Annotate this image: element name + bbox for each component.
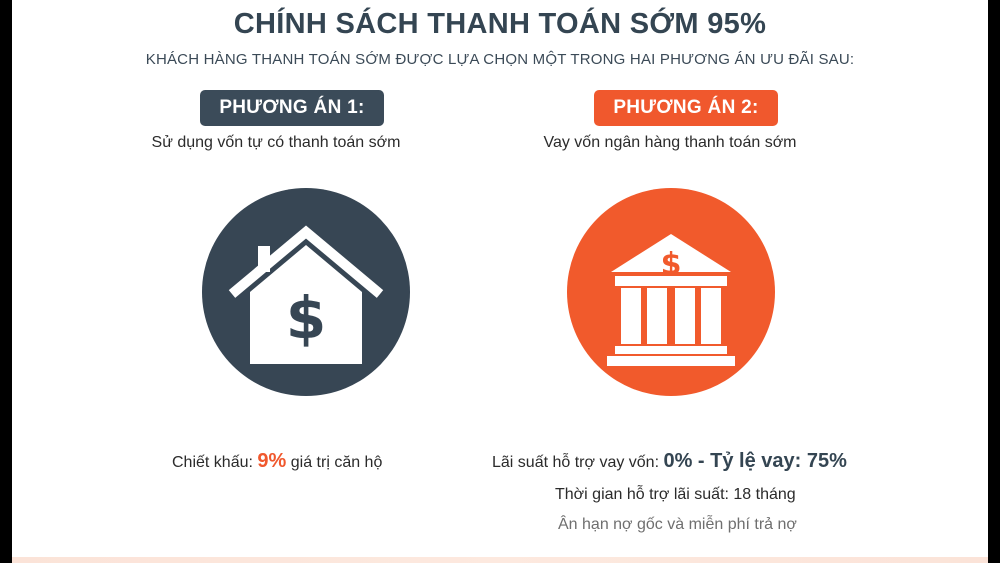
option-2-rate-line: Lãi suất hỗ trợ vay vốn: 0% - Tỷ lệ vay:…: [492, 450, 847, 473]
rate-value: 0% - Tỷ lệ vay: 75%: [663, 450, 847, 472]
support-time-line: Thời gian hỗ trợ lãi suất: 18 tháng: [555, 486, 796, 503]
house-dollar-icon: $: [228, 225, 384, 364]
page-title: CHÍNH SÁCH THANH TOÁN SỚM 95%: [233, 8, 767, 40]
bank-dollar-icon: $: [607, 234, 735, 366]
grace-period-line: Ân hạn nợ gốc và miễn phí trả nợ: [558, 516, 797, 533]
svg-text:$: $: [286, 284, 326, 352]
rate-label: Lãi suất hỗ trợ vay vốn:: [492, 454, 664, 471]
option-2-description: Vay vốn ngân hàng thanh toán sớm: [543, 134, 797, 151]
option-2-badge: PHƯƠNG ÁN 2:: [594, 90, 778, 126]
page-subtitle: KHÁCH HÀNG THANH TOÁN SỚM ĐƯỢC LỰA CHỌN …: [145, 51, 855, 68]
option-1-description: Sử dụng vốn tự có thanh toán sớm: [151, 134, 401, 151]
discount-suffix: giá trị căn hộ: [286, 454, 383, 471]
infographic-page: CHÍNH SÁCH THANH TOÁN SỚM 95% KHÁCH HÀNG…: [12, 0, 988, 563]
discount-label: Chiết khấu:: [172, 454, 258, 471]
option-1-discount-line: Chiết khấu: 9% giá trị căn hộ: [172, 450, 382, 473]
option-2-circle: $: [567, 188, 775, 396]
svg-text:$: $: [661, 247, 682, 282]
option-1-badge: PHƯƠNG ÁN 1:: [200, 90, 384, 126]
bottom-strip: [12, 557, 988, 563]
discount-value: 9%: [257, 450, 287, 472]
option-1-circle: $: [202, 188, 410, 396]
